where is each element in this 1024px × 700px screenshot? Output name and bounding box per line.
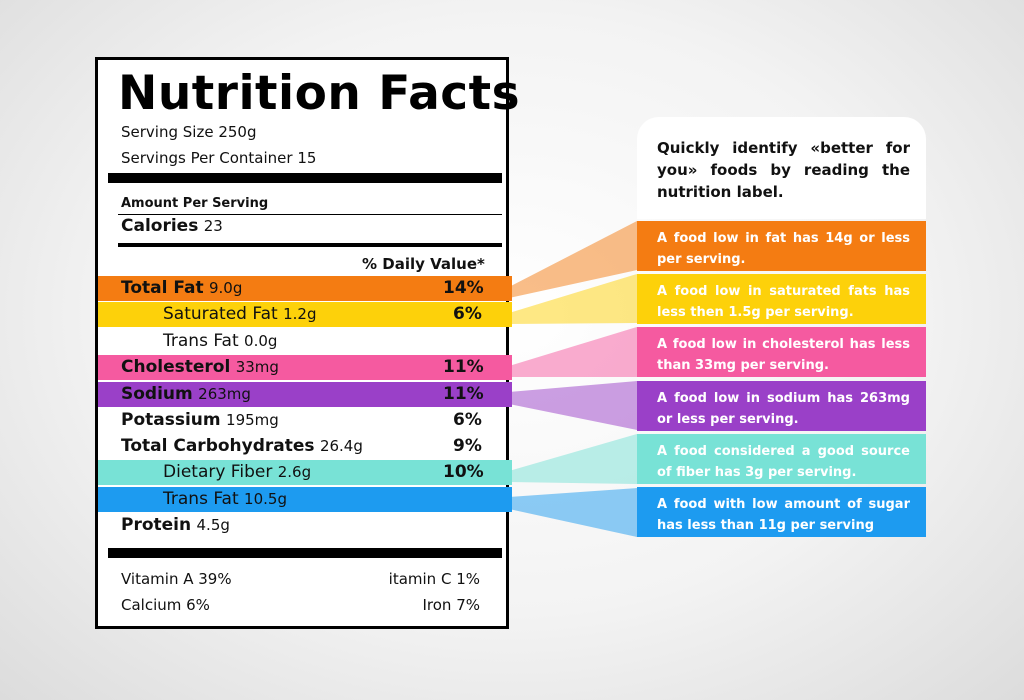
- nutrition-label: Nutrition Facts Serving Size 250g Servin…: [95, 57, 520, 629]
- nutrient-row-protein: Protein 4.5g: [98, 513, 512, 538]
- nutrient-percent: 9%: [453, 436, 482, 456]
- highlight-band: [98, 302, 512, 327]
- beam-saturated-fat: [509, 274, 637, 324]
- vitamin-a: Vitamin A 39%: [121, 570, 232, 588]
- nutrient-row-total-fat: Total Fat 9.0g 14%: [98, 276, 512, 301]
- nutrient-name: Saturated Fat: [163, 304, 278, 324]
- nutrient-row-dietary-fiber: Dietary Fiber 2.6g 10%: [98, 460, 512, 485]
- info-panel: Quickly identify «better for you» foods …: [637, 117, 926, 537]
- beam-cholesterol: [509, 327, 637, 377]
- nutrient-amount: 9.0g: [208, 279, 243, 297]
- nutrient-percent: 11%: [443, 384, 484, 404]
- highlight-band: [98, 460, 512, 485]
- nutrient-row-cholesterol: Cholesterol 33mg 11%: [98, 355, 512, 380]
- highlight-band: [98, 487, 512, 512]
- tip-sugar: A food with low amount of sugar has less…: [637, 487, 926, 537]
- divider: [118, 214, 502, 215]
- tip-saturated-fat: A food low in saturated fats has less th…: [637, 274, 926, 324]
- nutrient-row-trans-fat-sugar: Trans Fat 10.5g: [98, 487, 512, 512]
- beam-fiber: [509, 434, 637, 484]
- tip-fiber: A food considered a good source of fiber…: [637, 434, 926, 484]
- nutrient-percent: 11%: [443, 357, 484, 377]
- calories-label: Calories: [121, 216, 199, 236]
- nutrient-row-trans-fat: Trans Fat 0.0g: [98, 329, 512, 354]
- nutrient-amount: 2.6g: [277, 463, 312, 481]
- nutrient-name: Dietary Fiber: [163, 462, 273, 482]
- nutrient-amount: 33mg: [235, 358, 279, 376]
- nutrient-amount: 26.4g: [319, 437, 363, 455]
- nutrient-name: Trans Fat: [163, 331, 239, 351]
- nutrient-percent: 14%: [443, 278, 484, 298]
- tip-fat: A food low in fat has 14g or less per se…: [637, 221, 926, 271]
- serving-size: Serving Size 250g: [121, 123, 257, 141]
- nutrient-amount: 195mg: [226, 411, 279, 429]
- nutrient-name: Trans Fat: [163, 489, 239, 509]
- nutrient-name: Total Carbohydrates: [121, 436, 315, 456]
- nutrient-name: Potassium: [121, 410, 221, 430]
- nutrient-amount: 0.0g: [244, 332, 278, 350]
- servings-per-container: Servings Per Container 15: [121, 149, 317, 167]
- nutrient-row-total-carbohydrates: Total Carbohydrates 26.4g 9%: [98, 434, 512, 459]
- nutrient-amount: 263mg: [198, 385, 251, 403]
- nutrient-percent: 6%: [453, 410, 482, 430]
- amount-per-serving: Amount Per Serving: [121, 196, 269, 211]
- nutrient-amount: 4.5g: [196, 516, 230, 534]
- thick-divider-top: [108, 173, 502, 183]
- iron: Iron 7%: [422, 596, 480, 614]
- tip-cholesterol: A food low in cholesterol has less than …: [637, 327, 926, 377]
- vitamin-c: itamin C 1%: [388, 570, 480, 588]
- nutrient-name: Sodium: [121, 384, 193, 404]
- nutrient-amount: 10.5g: [244, 490, 287, 508]
- nutrient-row-potassium: Potassium 195mg 6%: [98, 408, 512, 433]
- nutrient-row-saturated-fat: Saturated Fat 1.2g 6%: [98, 302, 512, 327]
- medium-divider: [118, 243, 502, 247]
- panel-intro: Quickly identify «better for you» foods …: [637, 117, 926, 219]
- nutrient-percent: 10%: [443, 462, 484, 482]
- tip-sodium: A food low in sodium has 263mg or less p…: [637, 381, 926, 431]
- highlight-band: [98, 276, 512, 301]
- highlight-band: [98, 355, 512, 380]
- daily-value-header: % Daily Value*: [362, 255, 485, 273]
- nutrient-amount: 1.2g: [283, 305, 317, 323]
- nutrient-row-sodium: Sodium 263mg 11%: [98, 382, 512, 407]
- beam-sugar: [509, 488, 637, 537]
- calories-line: Calories 23: [121, 216, 223, 236]
- nutrient-percent: 6%: [453, 304, 482, 324]
- nutrient-name: Total Fat: [121, 278, 204, 298]
- beam-fat: [509, 221, 637, 298]
- highlight-band: [98, 382, 512, 407]
- beam-sodium: [509, 381, 637, 430]
- label-title: Nutrition Facts: [118, 66, 521, 121]
- thick-divider-bottom: [108, 548, 502, 558]
- calcium: Calcium 6%: [121, 596, 210, 614]
- nutrient-name: Cholesterol: [121, 357, 231, 377]
- calories-value: 23: [203, 217, 223, 235]
- nutrient-name: Protein: [121, 515, 192, 535]
